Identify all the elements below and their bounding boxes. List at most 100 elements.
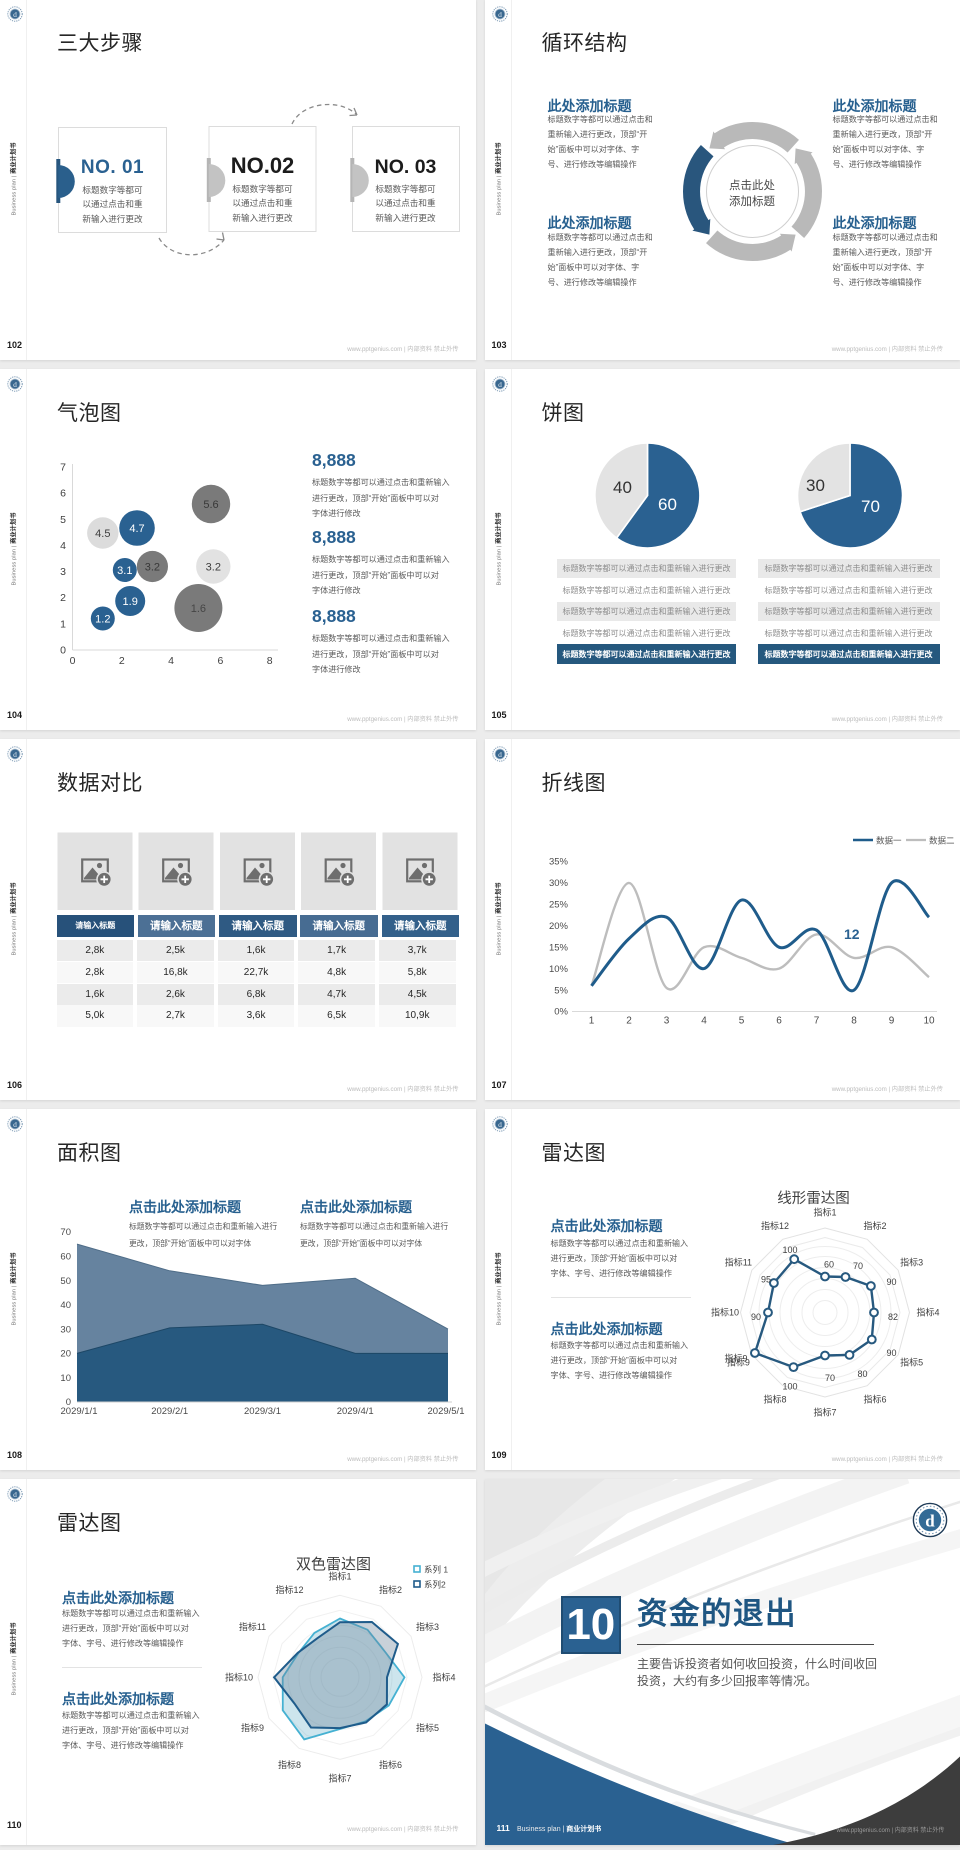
svg-text:d: d [13, 380, 17, 389]
svg-text:100: 100 [782, 1382, 797, 1392]
svg-text:指标4: 指标4 [916, 1307, 939, 1318]
svg-text:2029/3/1: 2029/3/1 [244, 1406, 281, 1417]
svg-text:d: d [498, 1120, 502, 1129]
svg-text:指标7: 指标7 [328, 1773, 351, 1784]
svg-text:30: 30 [806, 476, 825, 495]
svg-text:70: 70 [60, 1227, 71, 1238]
svg-text:指标2: 指标2 [379, 1584, 402, 1595]
svg-text:60: 60 [658, 495, 677, 514]
svg-text:指标3: 指标3 [416, 1621, 439, 1632]
svg-text:40: 40 [613, 478, 632, 497]
svg-text:2029/5/1: 2029/5/1 [428, 1406, 465, 1417]
svg-text:2029/1/1: 2029/1/1 [61, 1406, 98, 1417]
svg-text:3.1: 3.1 [117, 565, 132, 577]
svg-text:2029/2/1: 2029/2/1 [151, 1406, 188, 1417]
svg-text:d: d [13, 1120, 17, 1129]
svg-text:指标12: 指标12 [275, 1584, 303, 1595]
svg-text:60: 60 [823, 1260, 833, 1270]
svg-text:0: 0 [66, 1397, 71, 1408]
svg-text:4.7: 4.7 [129, 523, 144, 535]
svg-text:3.2: 3.2 [145, 562, 160, 574]
svg-text:指标9: 指标9 [724, 1353, 747, 1364]
svg-text:指标5: 指标5 [416, 1722, 439, 1733]
svg-text:6: 6 [776, 1016, 782, 1027]
svg-text:1.6: 1.6 [191, 603, 206, 615]
svg-text:70: 70 [861, 497, 880, 516]
svg-text:d: d [13, 10, 17, 19]
svg-text:5.6: 5.6 [203, 499, 218, 511]
svg-text:指标10: 指标10 [225, 1672, 253, 1683]
svg-text:指标6: 指标6 [379, 1759, 402, 1770]
svg-text:指标10: 指标10 [710, 1307, 738, 1318]
svg-text:40: 40 [60, 1300, 71, 1311]
svg-text:指标6: 指标6 [863, 1393, 886, 1404]
svg-text:指标8: 指标8 [763, 1393, 786, 1404]
svg-text:4: 4 [701, 1016, 707, 1027]
svg-text:50: 50 [60, 1276, 71, 1287]
svg-text:系列 1: 系列 1 [424, 1565, 448, 1575]
svg-text:4: 4 [60, 540, 66, 552]
svg-text:10%: 10% [548, 964, 568, 975]
svg-text:20: 20 [60, 1349, 71, 1360]
svg-text:d: d [13, 1490, 17, 1499]
svg-text:d: d [13, 750, 17, 759]
svg-text:0: 0 [60, 645, 66, 657]
svg-text:8: 8 [267, 655, 273, 667]
svg-text:60: 60 [60, 1252, 71, 1263]
svg-text:系列2: 系列2 [424, 1580, 446, 1590]
svg-text:2: 2 [626, 1016, 632, 1027]
svg-text:70: 70 [824, 1373, 834, 1383]
svg-text:指标9: 指标9 [241, 1722, 264, 1733]
svg-text:指标1: 指标1 [813, 1207, 836, 1218]
svg-text:0: 0 [70, 655, 76, 667]
svg-text:100: 100 [782, 1245, 797, 1255]
svg-text:指标8: 指标8 [278, 1759, 301, 1770]
svg-text:10: 10 [60, 1373, 71, 1384]
svg-text:95: 95 [760, 1275, 770, 1285]
svg-text:指标12: 指标12 [760, 1220, 788, 1231]
svg-text:5: 5 [738, 1016, 744, 1027]
svg-text:7: 7 [813, 1016, 819, 1027]
svg-text:30%: 30% [548, 878, 568, 889]
svg-text:指标2: 指标2 [863, 1220, 886, 1231]
svg-text:0%: 0% [554, 1007, 568, 1018]
svg-text:指标9: 指标9 [726, 1357, 749, 1368]
svg-text:82: 82 [887, 1312, 897, 1322]
svg-text:30: 30 [60, 1324, 71, 1335]
svg-text:80: 80 [857, 1369, 867, 1379]
svg-text:25%: 25% [548, 900, 568, 911]
svg-text:5%: 5% [554, 985, 568, 996]
svg-text:7: 7 [60, 462, 66, 474]
svg-text:2: 2 [119, 655, 125, 667]
svg-text:90: 90 [886, 1348, 896, 1358]
svg-text:9: 9 [888, 1016, 894, 1027]
svg-text:数据二: 数据二 [929, 836, 955, 846]
svg-text:指标11: 指标11 [724, 1257, 751, 1268]
svg-text:90: 90 [886, 1277, 896, 1287]
svg-text:3: 3 [663, 1016, 669, 1027]
svg-text:1.9: 1.9 [123, 596, 138, 608]
svg-text:指标4: 指标4 [432, 1672, 455, 1683]
svg-text:20%: 20% [548, 921, 568, 932]
svg-text:指标3: 指标3 [900, 1257, 923, 1268]
svg-text:指标11: 指标11 [239, 1621, 266, 1632]
svg-text:4: 4 [168, 655, 174, 667]
svg-text:d: d [925, 1512, 935, 1531]
svg-text:12: 12 [844, 926, 860, 942]
svg-text:3.2: 3.2 [206, 562, 221, 574]
svg-text:90: 90 [750, 1312, 760, 1322]
svg-text:d: d [498, 380, 502, 389]
svg-text:6: 6 [217, 655, 223, 667]
svg-text:指标1: 指标1 [328, 1571, 351, 1582]
svg-text:4.5: 4.5 [95, 528, 110, 540]
svg-text:2: 2 [60, 592, 66, 604]
svg-text:8: 8 [851, 1016, 857, 1027]
svg-text:10: 10 [923, 1016, 935, 1027]
svg-text:1: 1 [60, 618, 66, 630]
svg-text:3: 3 [60, 566, 66, 578]
svg-text:指标5: 指标5 [900, 1357, 923, 1368]
svg-text:35%: 35% [548, 857, 568, 868]
svg-text:1.2: 1.2 [95, 614, 110, 626]
svg-text:6: 6 [60, 488, 66, 500]
svg-text:指标7: 指标7 [813, 1407, 836, 1418]
